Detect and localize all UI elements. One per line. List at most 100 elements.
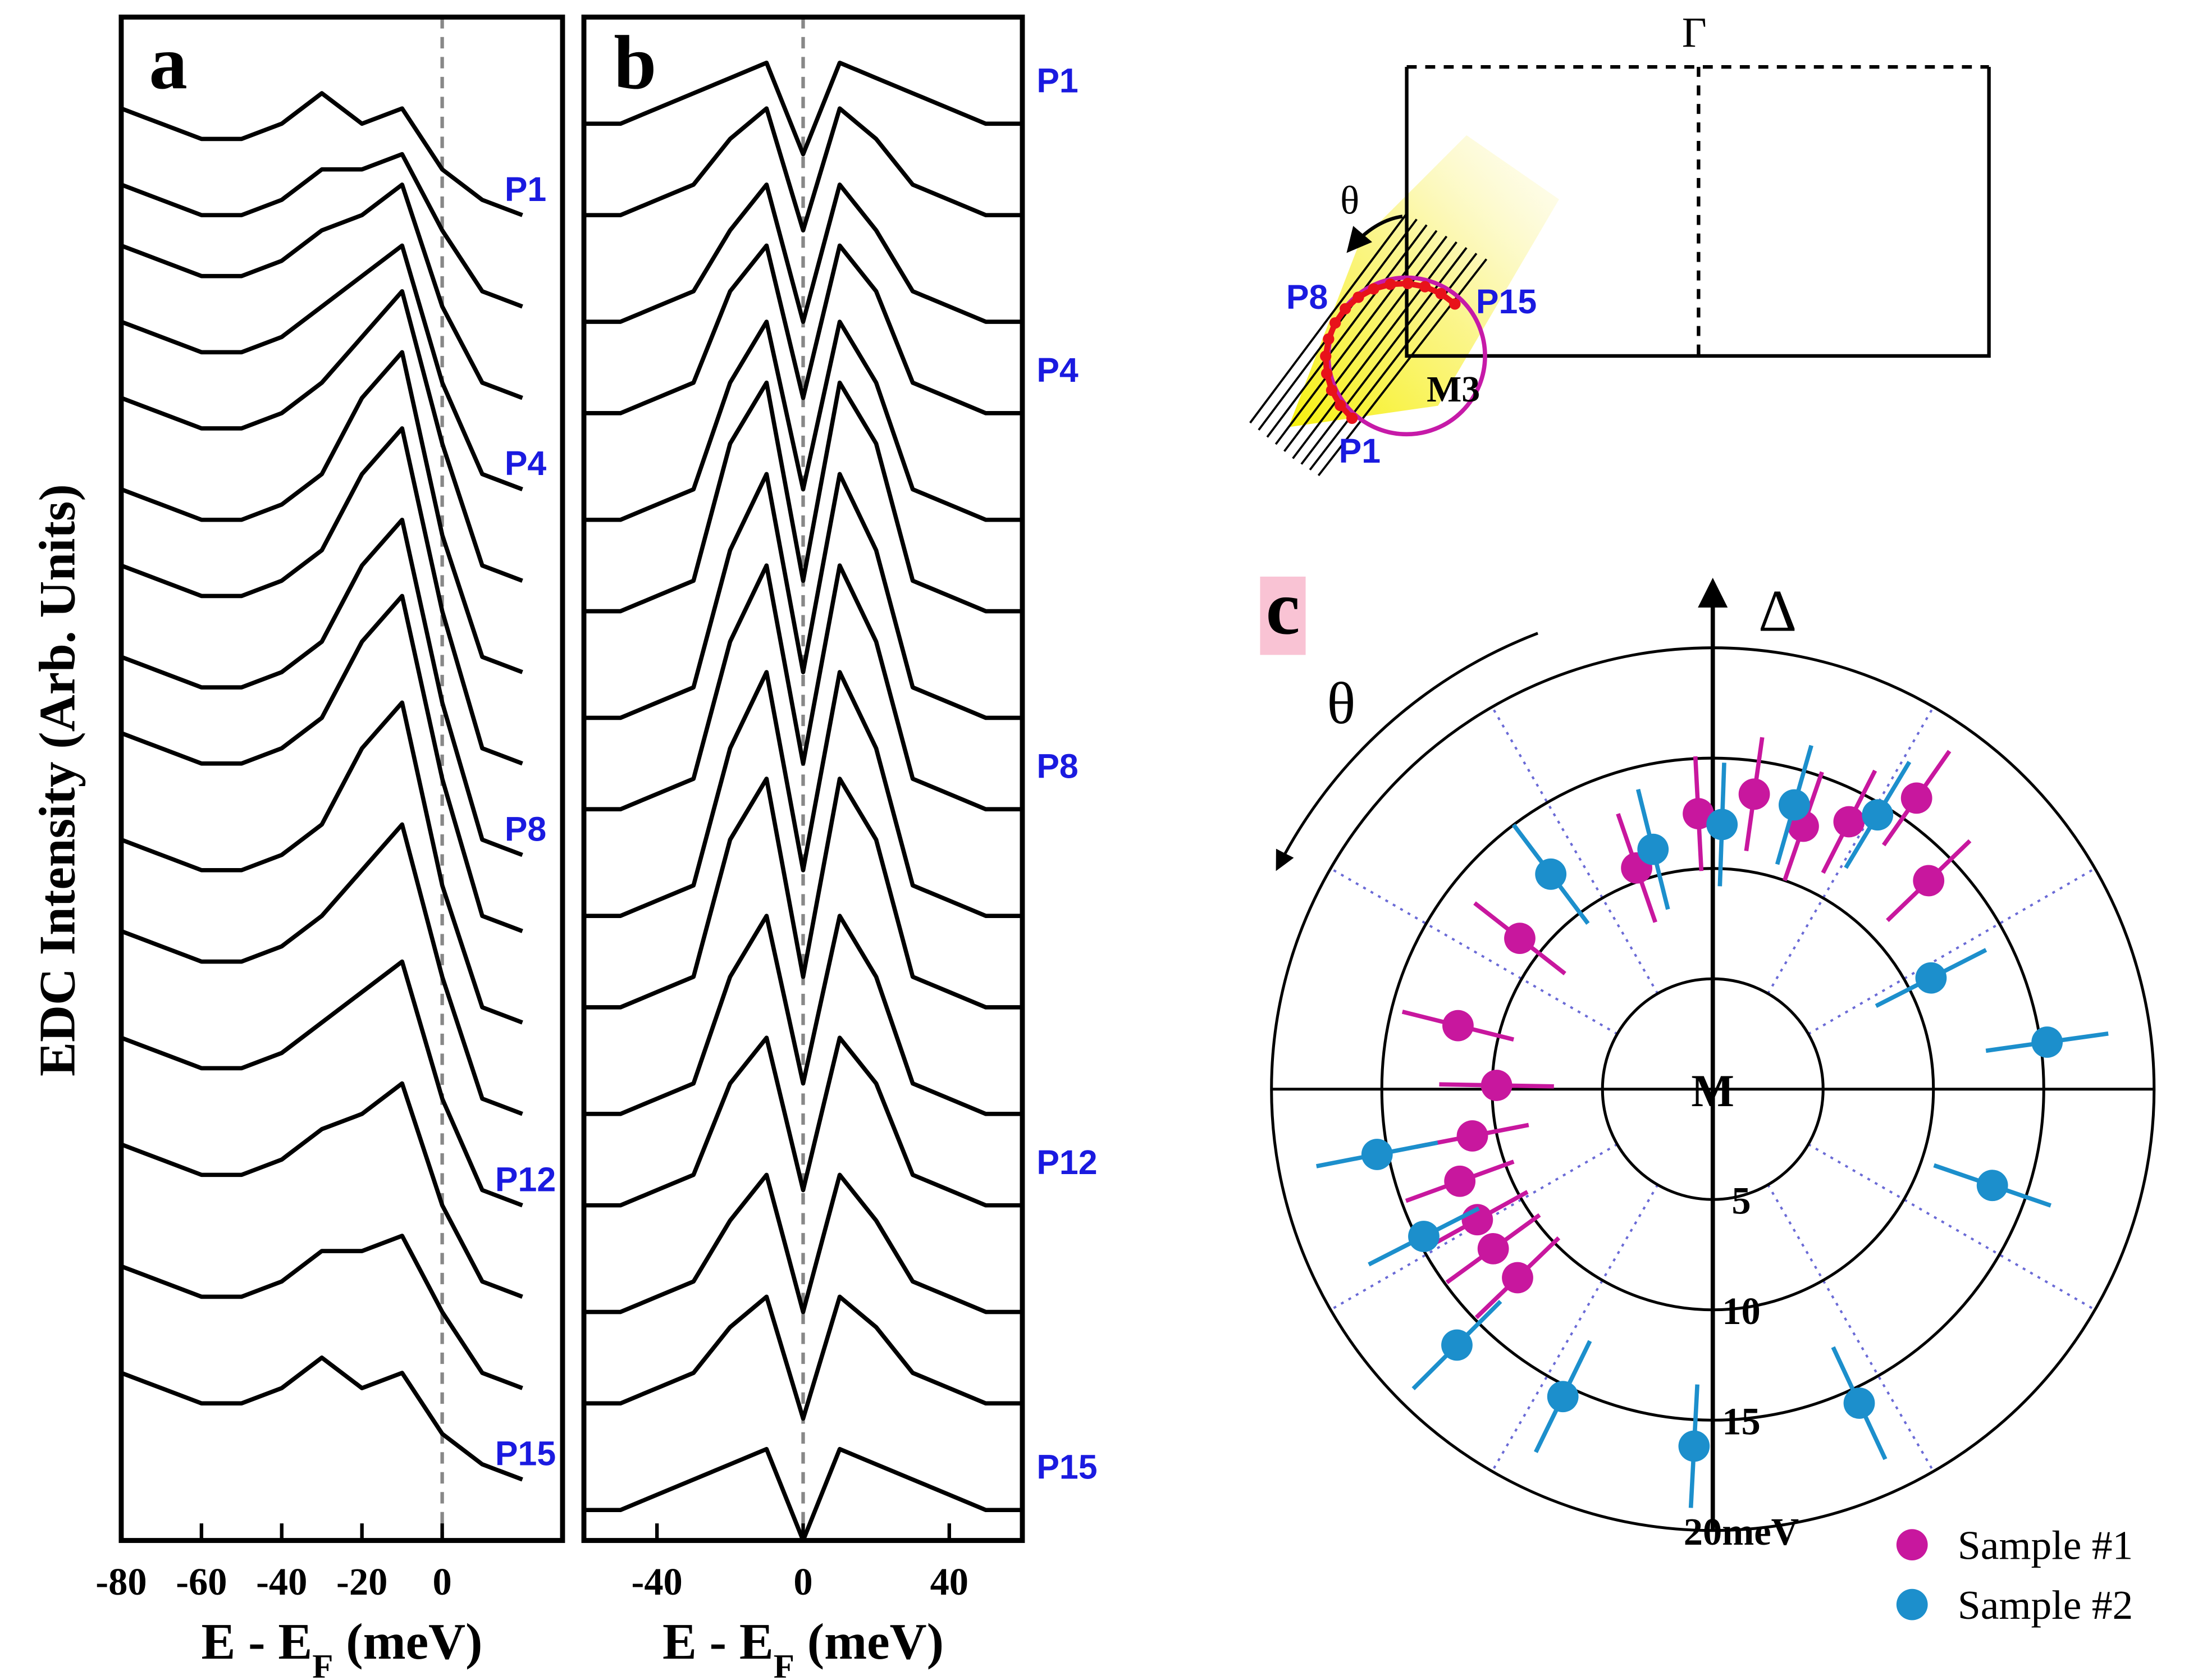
edc-curve (584, 182, 1022, 324)
theta-grid-line (1807, 1143, 2096, 1311)
x-axis-label-part: (meV) (794, 1613, 944, 1670)
data-point (1361, 1139, 1393, 1170)
radial-tick-label: 20meV (1684, 1510, 1799, 1553)
edc-curve (584, 106, 1022, 233)
edc-curve (584, 61, 1022, 157)
data-point (1504, 923, 1536, 955)
curve-label: P12 (495, 1160, 556, 1198)
edc-curve (584, 1294, 1022, 1421)
x-tick-label: -20 (336, 1560, 387, 1603)
legend-label: Sample #1 (1958, 1522, 2133, 1568)
edc-curve (120, 426, 523, 766)
curve-label: P1 (1036, 62, 1078, 100)
data-point (1442, 1010, 1474, 1042)
panel-letter: b (614, 20, 656, 105)
theta-grid-line (1767, 1184, 1935, 1472)
edc-curve (584, 914, 1022, 1116)
data-point (1683, 798, 1714, 830)
x-tick-label: 40 (930, 1560, 968, 1603)
panel-frame (118, 14, 565, 1543)
legend-label: Sample #2 (1958, 1582, 2133, 1628)
edc-curve (584, 319, 1022, 522)
theta-grid-line (1329, 1143, 1618, 1311)
legend-marker (1896, 1529, 1928, 1561)
legend-marker (1896, 1588, 1928, 1620)
data-point (1779, 789, 1810, 821)
center-label: M (1691, 1066, 1734, 1116)
curve-label: P15 (1036, 1448, 1097, 1486)
theta-grid-line (1807, 867, 2096, 1035)
x-axis-label-part: E - E (201, 1613, 312, 1670)
data-point (1706, 809, 1738, 841)
edc-curve (120, 1081, 523, 1299)
x-axis-label-part: (meV) (333, 1613, 482, 1670)
data-point (1913, 865, 1945, 897)
edc-curve (120, 700, 523, 1025)
edc-curve (120, 289, 523, 583)
curve-label: P4 (1036, 351, 1079, 389)
m3-label: M3 (1427, 369, 1480, 410)
data-point (1843, 1387, 1875, 1419)
curve-label: P8 (505, 810, 546, 848)
edc-curve (584, 472, 1022, 720)
radial-axis-label: Δ (1758, 578, 1797, 644)
curve-label: P4 (505, 444, 547, 482)
curve-label: P15 (495, 1435, 556, 1473)
data-point (1738, 778, 1770, 810)
data-point (1915, 962, 1947, 994)
data-point (1408, 1221, 1440, 1252)
theta-label: θ (1340, 179, 1359, 222)
data-point (1481, 1070, 1513, 1101)
x-tick-label: 0 (432, 1560, 451, 1603)
data-point (1441, 1329, 1473, 1361)
angular-axis-label: θ (1327, 670, 1355, 737)
x-axis-label-part: F (774, 1647, 794, 1680)
theta-grid-line (1329, 867, 1618, 1035)
radial-tick-label: 5 (1731, 1180, 1751, 1222)
x-axis-label-part: E - E (662, 1613, 774, 1670)
p1-label: P1 (1339, 432, 1381, 470)
edc-curve (584, 243, 1022, 416)
data-point (1976, 1170, 2008, 1202)
panel-letter: c (1266, 565, 1300, 650)
edc-curve (584, 777, 1022, 1010)
p15-label: P15 (1476, 282, 1537, 321)
panel-letter: a (149, 20, 187, 105)
x-tick-label: -40 (632, 1560, 683, 1603)
edc-curve (120, 152, 523, 309)
data-point (1900, 782, 1932, 814)
theta-grid-line (1491, 1184, 1659, 1472)
theta-grid-line (1767, 706, 1935, 994)
path-arc (1323, 280, 1457, 421)
edc-curve (120, 594, 523, 933)
data-point (1862, 799, 1894, 831)
data-point (1477, 1232, 1509, 1264)
edc-curve (120, 243, 523, 492)
data-point (1678, 1430, 1710, 1462)
theta-arrow (1276, 632, 1538, 871)
edc-curve (120, 517, 523, 857)
data-point (1547, 1381, 1579, 1413)
edc-curve (584, 670, 1022, 918)
edc-curve (584, 1035, 1022, 1208)
x-tick-label: -40 (256, 1560, 307, 1603)
x-axis-label: E - EF (meV) (662, 1613, 944, 1680)
edc-curve (584, 1172, 1022, 1314)
x-axis-label-part: F (312, 1647, 333, 1680)
edc-curve (120, 350, 523, 674)
x-tick-label: -60 (176, 1560, 227, 1603)
y-axis-label: EDC Intensity (Arb. Units) (29, 484, 85, 1076)
x-tick-label: -80 (95, 1560, 147, 1603)
edc-curve (120, 959, 523, 1208)
theta-grid-line (1491, 706, 1659, 994)
edc-curve (120, 822, 523, 1116)
panel-letter-bg (1260, 576, 1306, 655)
data-point (1637, 833, 1669, 865)
edc-curve (120, 1355, 523, 1482)
data-point (1444, 1165, 1476, 1197)
p8-label: P8 (1286, 278, 1328, 316)
data-point (1502, 1262, 1533, 1294)
data-point (1535, 858, 1567, 890)
edc-curve (120, 91, 523, 217)
